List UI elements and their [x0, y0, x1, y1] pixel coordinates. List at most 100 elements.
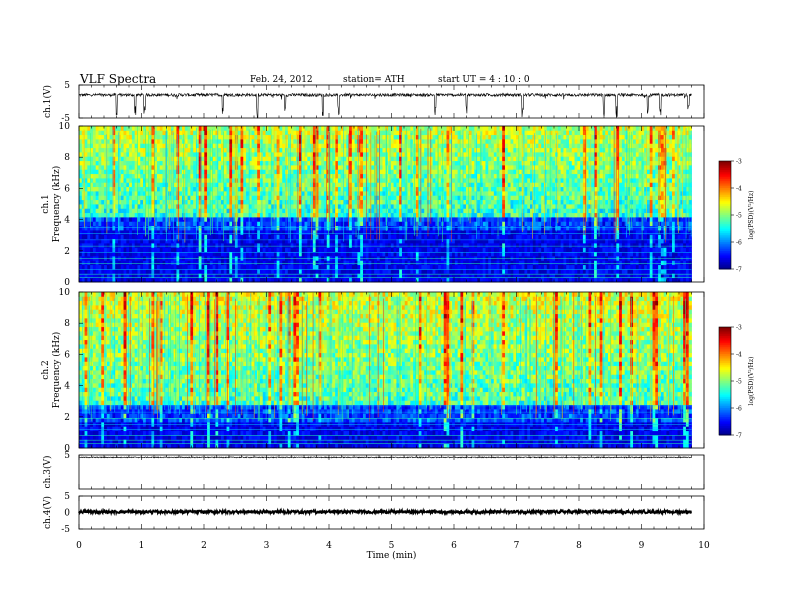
ch1-spectrogram-cell [327, 247, 330, 252]
ch1-spectrogram-cell [82, 243, 85, 248]
ch1-spectrogram-cell [246, 243, 249, 248]
ch1-spectrogram-cell [85, 226, 88, 231]
ch1-spectrogram-cell [369, 221, 372, 226]
ch1-spectrogram-cell [215, 200, 218, 205]
ch1-spectrogram-cell [394, 230, 397, 235]
ch1-spectrogram-cell [402, 239, 405, 244]
ch1-spectrogram-cell [118, 265, 121, 270]
ch1-spectrogram-cell [391, 156, 394, 161]
ch1-spectrogram-cell [360, 165, 363, 170]
ch1-spectrogram-cell [444, 217, 447, 222]
ch1-spectrogram-cell [204, 213, 207, 218]
ch1-spectrogram-cell [132, 204, 135, 209]
ch1-spectrogram-cell [79, 243, 82, 248]
ch1-spectrogram-cell [455, 221, 458, 226]
ch1-spectrogram-cell [396, 195, 399, 200]
ch1-spectrogram-cell [199, 234, 202, 239]
ch1-spectrogram-cell [402, 204, 405, 209]
ch1-spectrogram-cell [199, 243, 202, 248]
ch1-spectrogram-cell [235, 260, 238, 265]
ch1-spectrogram-cell [449, 165, 452, 170]
ch1-spectrogram-cell [408, 243, 411, 248]
ch1-spectrogram-cell [227, 130, 230, 135]
ch1-spectrogram-cell [124, 191, 127, 196]
ch1-spectrogram-cell [254, 169, 257, 174]
ch1-spectrogram-cell [291, 178, 294, 183]
ch1-spectrogram-cell [421, 234, 424, 239]
ch1-spectrogram-cell [98, 243, 101, 248]
ch1-spectrogram-cell [427, 204, 430, 209]
ch1-spectrogram-cell [444, 239, 447, 244]
ch1-spectrogram-cell [402, 221, 405, 226]
ch1-spectrogram-cell [321, 143, 324, 148]
ch1-spectrogram-cell [121, 169, 124, 174]
ch1-spectrogram-cell [135, 247, 138, 252]
ch1-spectrogram-cell [252, 204, 255, 209]
ch1-spectrogram-cell [115, 161, 118, 166]
ch1-spectrogram-cell [321, 130, 324, 135]
ch1-spectrogram-cell [263, 169, 266, 174]
ch1-spectrogram-cell [388, 126, 391, 131]
ch1-spectrogram-cell [107, 165, 110, 170]
ch1-spectrogram-cell [246, 191, 249, 196]
ch1-spectrogram-cell [160, 265, 163, 270]
ch1-spectrogram-cell [115, 169, 118, 174]
ch1-spectrogram-cell [371, 152, 374, 157]
ch1-spectrogram-cell [168, 217, 171, 222]
ch1-spectrogram-cell [299, 260, 302, 265]
ch1-spectrogram-cell [266, 239, 269, 244]
ch1-spectrogram-cell [438, 191, 441, 196]
ch1-spectrogram-cell [285, 226, 288, 231]
ch1-spectrogram-cell [363, 204, 366, 209]
ch1-spectrogram-cell [430, 204, 433, 209]
ch1-spectrogram-cell [215, 187, 218, 192]
ch1-spectrogram-cell [282, 204, 285, 209]
ch1-spectrogram-cell [165, 247, 168, 252]
ch1-spectrogram-cell [302, 152, 305, 157]
ch1-spectrogram-cell [430, 143, 433, 148]
ch1-spectrogram-cell [85, 126, 88, 131]
ch1-spectrogram-cell [268, 260, 271, 265]
ch1-spectrogram-cell [207, 234, 210, 239]
ch1-spectrogram-cell [408, 226, 411, 231]
ch1-spectrogram-cell [399, 156, 402, 161]
ch1-spectrogram-cell [438, 204, 441, 209]
ch1-spectrogram-cell [246, 195, 249, 200]
ch1-spectrogram-cell [224, 182, 227, 187]
ch1-spectrogram-cell [266, 148, 269, 153]
ch1-spectrogram-cell [360, 230, 363, 235]
ch1-spectrogram-cell [101, 200, 104, 205]
ch1-spectrogram-cell [455, 217, 458, 222]
ch1-spectrogram-cell [218, 174, 221, 179]
ch1-spectrogram-cell [388, 243, 391, 248]
ch1-spectrogram-cell [126, 221, 129, 226]
ch1-spectrogram-cell [321, 178, 324, 183]
ch1-spectrogram-cell [215, 126, 218, 131]
ch1-spectrogram-cell [263, 217, 266, 222]
ch1-spectrogram-cell [302, 156, 305, 161]
ch1-spectrogram-cell [296, 243, 299, 248]
ch1-spectrogram-cell [227, 234, 230, 239]
ch1-spectrogram-cell [185, 126, 188, 131]
ch1-spectrogram-cell [93, 152, 96, 157]
ch1-spectrogram-cell [224, 148, 227, 153]
ch1-spectrogram-cell [179, 161, 182, 166]
ch1-spectrogram-cell [321, 161, 324, 166]
ch1-spectrogram-cell [371, 234, 374, 239]
ch1-spectrogram-cell [288, 126, 291, 131]
ch1-spectrogram-cell [87, 260, 90, 265]
ch1-spectrogram-cell [293, 200, 296, 205]
ch1-spectrogram-cell [424, 221, 427, 226]
ch1-spectrogram-cell [380, 217, 383, 222]
ch1-spectrogram-cell [188, 152, 191, 157]
ch1-spectrogram-cell [151, 187, 154, 192]
ch1-spectrogram-cell [293, 135, 296, 140]
ch1-spectrogram-cell [229, 247, 232, 252]
ch1-spectrogram-cell [87, 226, 90, 231]
ch1-spectrogram-cell [282, 195, 285, 200]
ch1-spectrogram-cell [371, 230, 374, 235]
ch1-spectrogram-cell [399, 169, 402, 174]
ch1-spectrogram-cell [424, 187, 427, 192]
ch1-spectrogram-cell [96, 195, 99, 200]
ch1-spectrogram-cell [391, 135, 394, 140]
